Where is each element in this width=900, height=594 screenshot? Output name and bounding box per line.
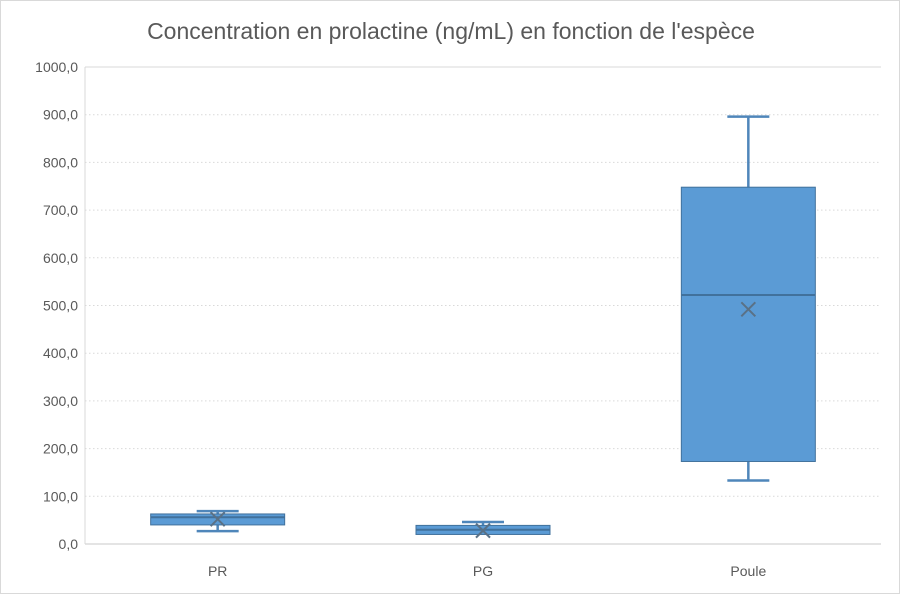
box-poule-mean-marker xyxy=(740,301,757,318)
x-category-label: PR xyxy=(208,563,227,579)
y-tick-label: 0,0 xyxy=(59,536,79,552)
y-tick-label: 600,0 xyxy=(43,250,78,266)
plot-area: 0,0 100,0 200,0 300,0 400,0 500,0 600,0 700,0 80… xyxy=(35,59,881,579)
y-tick-label: 100,0 xyxy=(43,488,78,504)
x-category-label: PG xyxy=(473,563,493,579)
y-tick-label: 900,0 xyxy=(43,107,78,123)
chart-title: Concentration en prolactine (ng/mL) en f… xyxy=(147,18,755,44)
y-tick-label: 1000,0 xyxy=(35,59,78,75)
y-tick-label: 800,0 xyxy=(43,154,78,170)
x-category-label: Poule xyxy=(730,563,766,579)
y-tick-label: 300,0 xyxy=(43,393,78,409)
y-tick-label: 700,0 xyxy=(43,202,78,218)
y-tick-label: 200,0 xyxy=(43,441,78,457)
box-pr-mean-marker xyxy=(209,511,226,527)
box-pg-mean-marker xyxy=(475,522,491,539)
y-tick-label: 400,0 xyxy=(43,345,78,361)
y-tick-label: 500,0 xyxy=(43,298,78,314)
box-poule xyxy=(680,186,816,462)
